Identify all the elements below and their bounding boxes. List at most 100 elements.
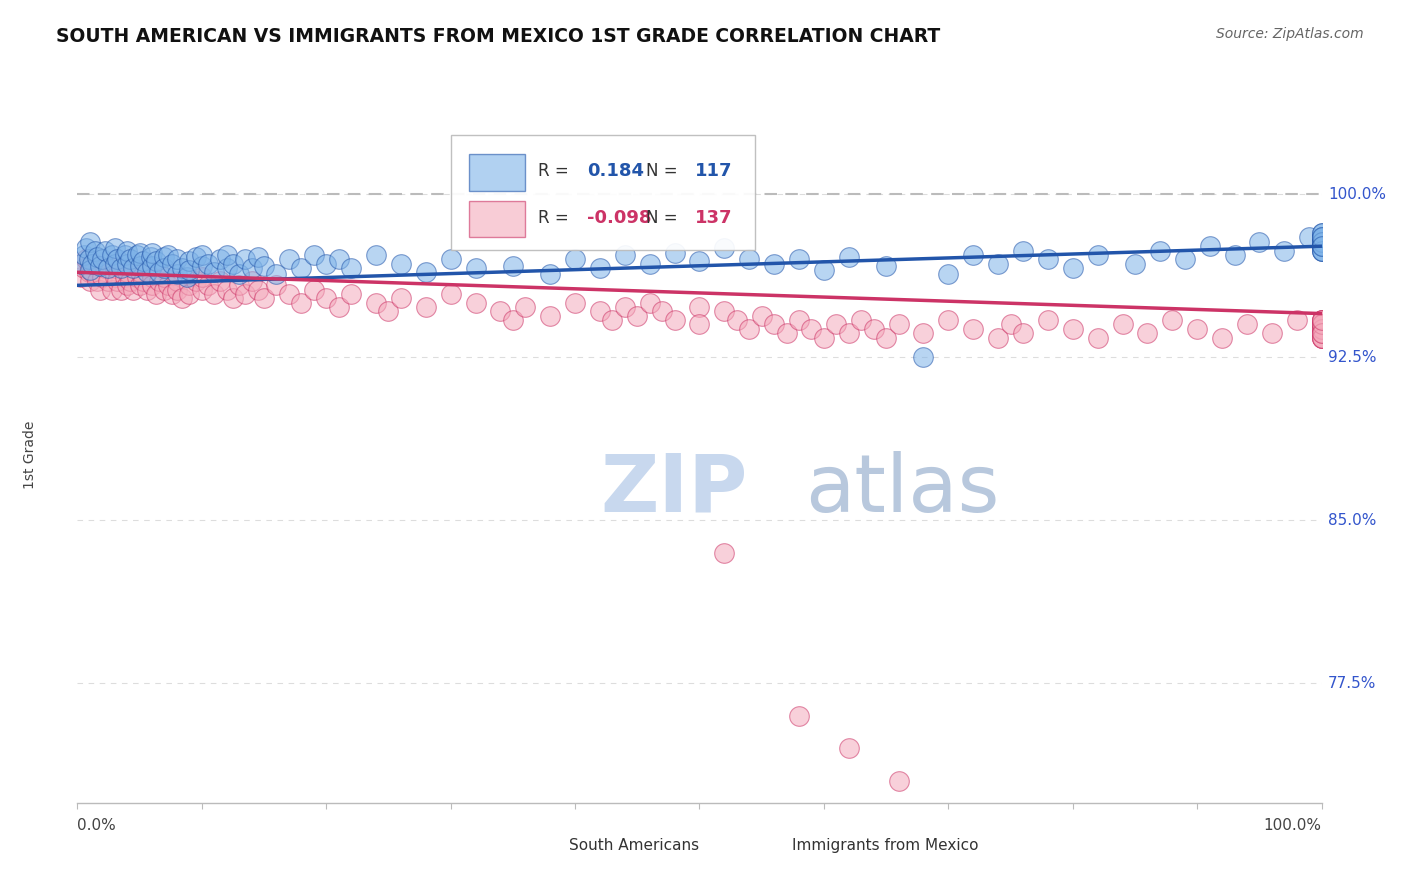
Point [328, 300, 350, 314]
Point [1310, 230, 1333, 244]
Point [515, 300, 537, 314]
Point [179, 278, 201, 293]
Point [141, 245, 163, 260]
Text: 100.0%: 100.0% [1327, 186, 1386, 202]
Point [1310, 330, 1333, 344]
Point [1310, 326, 1333, 340]
Point [638, 257, 661, 271]
Point [83, 257, 105, 271]
Point [97, 260, 120, 275]
Point [464, 260, 486, 275]
Point [166, 283, 188, 297]
Point [141, 278, 163, 293]
Point [179, 287, 201, 301]
Point [1223, 248, 1246, 262]
Point [1310, 322, 1333, 336]
Point [153, 269, 176, 284]
Point [800, 322, 823, 336]
Text: South Americans: South Americans [569, 838, 699, 854]
Point [364, 295, 387, 310]
Point [75, 252, 97, 267]
Point [751, 309, 773, 323]
Point [136, 283, 159, 297]
Point [153, 260, 176, 275]
Point [191, 269, 214, 284]
Point [1310, 313, 1333, 327]
Point [1310, 230, 1333, 244]
Point [122, 283, 145, 297]
Point [93, 244, 115, 258]
Point [166, 252, 188, 267]
Point [377, 304, 399, 318]
Point [89, 283, 111, 297]
Point [160, 287, 183, 301]
Point [502, 259, 524, 273]
Text: 85.0%: 85.0% [1327, 513, 1376, 528]
Point [83, 244, 105, 258]
Point [202, 265, 225, 279]
Point [215, 248, 238, 262]
Point [1062, 260, 1084, 275]
Point [1310, 313, 1333, 327]
Point [887, 318, 910, 332]
Point [277, 287, 299, 301]
Point [538, 268, 561, 282]
Point [104, 257, 127, 271]
Point [738, 322, 761, 336]
Point [602, 313, 624, 327]
Point [1249, 235, 1271, 249]
Point [1310, 322, 1333, 336]
Point [157, 278, 180, 293]
Point [689, 318, 711, 332]
Point [613, 300, 636, 314]
Point [1272, 244, 1295, 258]
Text: R =: R = [537, 162, 574, 180]
Point [266, 278, 288, 293]
Point [72, 248, 94, 262]
Point [77, 265, 100, 279]
Point [145, 287, 167, 301]
Point [1310, 230, 1333, 244]
Point [875, 259, 897, 273]
Point [240, 274, 263, 288]
Point [415, 300, 437, 314]
Point [128, 278, 150, 293]
Point [613, 248, 636, 262]
Text: SOUTH AMERICAN VS IMMIGRANTS FROM MEXICO 1ST GRADE CORRELATION CHART: SOUTH AMERICAN VS IMMIGRANTS FROM MEXICO… [56, 27, 941, 45]
Text: N =: N = [645, 209, 683, 227]
Point [246, 283, 269, 297]
Point [153, 283, 176, 297]
Point [725, 313, 748, 327]
Point [148, 265, 170, 279]
Point [1310, 322, 1333, 336]
Point [91, 252, 114, 267]
Point [1261, 326, 1284, 340]
Point [938, 268, 960, 282]
Point [415, 265, 437, 279]
FancyBboxPatch shape [470, 154, 526, 191]
Point [72, 260, 94, 275]
Point [838, 741, 860, 756]
Point [1310, 318, 1333, 332]
Point [1310, 313, 1333, 327]
Point [222, 257, 245, 271]
Point [215, 260, 238, 275]
Point [114, 248, 136, 262]
Point [166, 274, 188, 288]
Point [110, 260, 132, 275]
Text: 117: 117 [695, 162, 733, 180]
Point [1087, 330, 1109, 344]
Point [787, 708, 810, 723]
Point [128, 265, 150, 279]
Point [763, 318, 786, 332]
Point [1310, 318, 1333, 332]
Point [713, 241, 735, 255]
Point [626, 309, 648, 323]
Point [887, 774, 910, 789]
Point [136, 265, 159, 279]
Point [118, 274, 141, 288]
Point [787, 252, 810, 267]
Point [302, 283, 325, 297]
Point [538, 309, 561, 323]
Point [132, 274, 155, 288]
